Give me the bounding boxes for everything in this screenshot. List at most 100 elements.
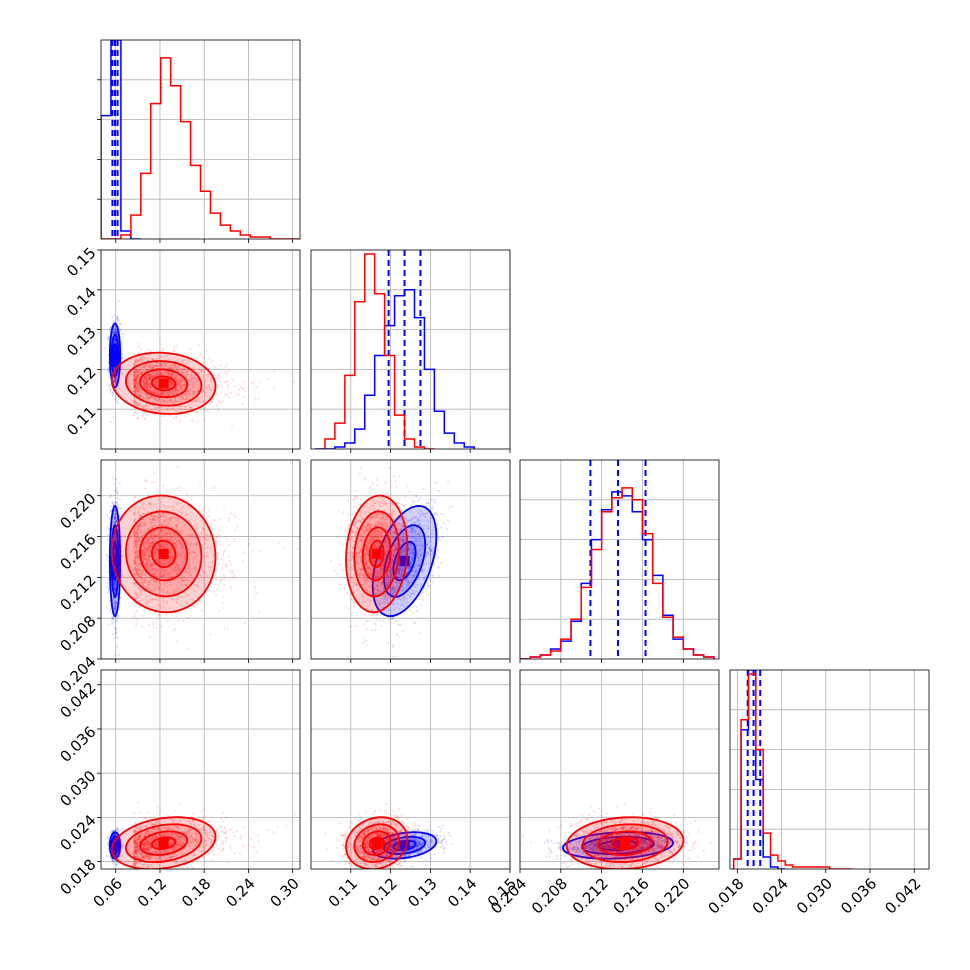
scatter-point <box>176 365 180 368</box>
scatter-point <box>115 332 118 335</box>
scatter-point <box>154 392 158 395</box>
scatter-point <box>135 375 138 378</box>
scatter-point <box>170 367 173 370</box>
scatter-point <box>181 395 184 398</box>
scatter-point <box>142 609 145 612</box>
scatter-point <box>114 338 117 342</box>
scatter-point <box>218 528 221 532</box>
scatter-point <box>141 415 145 418</box>
scatter-point <box>181 371 184 374</box>
scatter-point <box>113 398 117 401</box>
scatter-point <box>206 391 209 394</box>
scatter-point <box>146 388 149 392</box>
scatter-point <box>112 331 115 334</box>
scatter-point <box>177 389 180 393</box>
scatter-point <box>135 383 139 386</box>
scatter-point <box>136 384 140 387</box>
scatter-point <box>161 390 164 393</box>
scatter-point <box>133 403 136 406</box>
scatter-point <box>115 331 118 334</box>
scatter-point <box>144 393 147 397</box>
scatter-point <box>148 389 151 393</box>
scatter-point <box>135 391 138 394</box>
scatter-point <box>177 389 180 392</box>
scatter-point <box>151 357 154 360</box>
scatter-point <box>136 386 139 389</box>
scatter-point <box>139 394 142 397</box>
scatter-point <box>133 371 136 374</box>
scatter-point <box>133 381 136 384</box>
scatter-point <box>161 372 164 375</box>
scatter-point <box>166 371 169 374</box>
scatter-point <box>183 368 186 371</box>
scatter-point <box>233 385 236 388</box>
scatter-point <box>144 384 147 388</box>
scatter-point <box>137 388 140 391</box>
scatter-point <box>152 375 155 378</box>
scatter-point <box>175 378 178 382</box>
scatter-point <box>166 372 169 376</box>
scatter-point <box>212 365 215 368</box>
scatter-point <box>158 393 161 396</box>
scatter-point <box>180 407 183 410</box>
scatter-point <box>108 385 111 388</box>
scatter-point <box>155 389 158 392</box>
scatter-point <box>153 391 157 394</box>
scatter-point <box>113 314 116 317</box>
scatter-point <box>143 377 146 380</box>
scatter-point <box>168 391 172 394</box>
scatter-point <box>135 380 138 383</box>
scatter-point <box>111 615 114 619</box>
scatter-point <box>142 370 145 373</box>
scatter-point <box>160 625 163 628</box>
scatter-point <box>115 330 118 333</box>
scatter-point <box>208 385 211 389</box>
scatter-point <box>225 373 229 376</box>
scatter-point <box>118 299 121 302</box>
scatter-point <box>178 405 181 408</box>
scatter-point <box>177 382 181 386</box>
scatter-point <box>133 374 136 377</box>
scatter-point <box>133 373 137 376</box>
scatter-point <box>147 414 150 417</box>
scatter-point <box>204 391 207 394</box>
scatter-point <box>111 394 114 397</box>
scatter-point <box>140 356 143 359</box>
scatter-point <box>145 379 148 382</box>
scatter-point <box>113 377 116 380</box>
scatter-point <box>184 374 187 377</box>
scatter-point <box>152 371 155 374</box>
scatter-point <box>134 387 138 390</box>
scatter-point <box>133 612 136 615</box>
scatter-point <box>250 549 253 552</box>
scatter-point <box>174 376 177 379</box>
scatter-point <box>177 619 180 622</box>
scatter-point <box>174 387 177 390</box>
scatter-point <box>152 392 156 395</box>
scatter-point <box>190 374 193 377</box>
scatter-point <box>149 387 152 391</box>
scatter-point <box>201 400 204 403</box>
scatter-point <box>181 359 184 362</box>
scatter-point <box>160 391 163 394</box>
scatter-point <box>154 397 157 400</box>
scatter-point <box>157 398 161 401</box>
scatter-point <box>175 487 179 490</box>
scatter-point <box>114 520 117 523</box>
scatter-point <box>144 376 147 379</box>
scatter-point <box>189 391 192 395</box>
scatter-point <box>180 380 183 383</box>
scatter-point <box>165 613 168 616</box>
scatter-point <box>143 382 147 385</box>
scatter-point <box>179 378 183 381</box>
scatter-point <box>107 338 110 341</box>
scatter-point <box>144 384 147 387</box>
density-peak <box>158 548 169 559</box>
scatter-point <box>159 372 162 375</box>
scatter-point <box>151 366 154 370</box>
scatter-point <box>153 383 156 386</box>
scatter-point <box>146 380 149 383</box>
scatter-point <box>137 384 140 387</box>
scatter-point <box>148 376 151 380</box>
scatter-point <box>137 359 140 362</box>
